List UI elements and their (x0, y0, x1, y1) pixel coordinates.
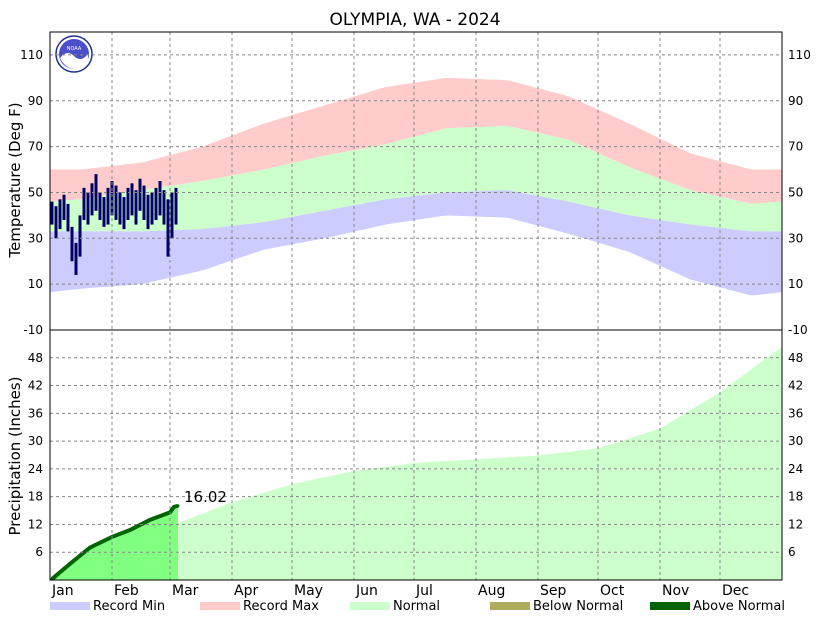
precip-tick-right: 12 (788, 517, 803, 531)
legend-label: Normal (393, 599, 440, 614)
record-min-band (50, 190, 782, 296)
above-normal-edge (50, 503, 179, 581)
precip-tick-left: 18 (28, 490, 43, 504)
record-max-band (50, 77, 782, 204)
month-tick-label: Nov (662, 583, 689, 599)
temp-tick-left: 10 (28, 277, 43, 291)
temp-tick-left: -10 (23, 323, 43, 337)
month-tick-label: Aug (478, 583, 505, 599)
temp-tick-right: -10 (788, 323, 808, 337)
precip-tick-right: 48 (788, 351, 803, 365)
precip-tick-left: 30 (28, 434, 43, 448)
precip-y-axis-label: Precipitation (Inches) (6, 377, 24, 536)
temp-y-axis-label: Temperature (Deg F) (6, 102, 24, 258)
axes-layer: Jan Feb Mar Apr May Jun Jul Aug Sep Oct Nov Dec -10 -… (20, 31, 811, 599)
month-tick-label: Jan (51, 583, 74, 599)
temp-tick-left: 90 (28, 94, 43, 108)
temp-tick-right: 90 (788, 94, 803, 108)
precip-tick-right: 36 (788, 406, 803, 420)
normal-precip-area (50, 346, 782, 580)
precip-total-annotation: 16.02 (184, 488, 227, 506)
legend-swatch (50, 602, 90, 610)
month-tick-label: Sep (540, 583, 567, 599)
month-tick-label: Apr (234, 583, 258, 599)
temp-tick-left: 30 (28, 231, 43, 245)
precip-tick-left: 12 (28, 517, 43, 531)
month-tick-label: May (294, 583, 323, 599)
temp-tick-right: 70 (788, 140, 803, 154)
precip-tick-right: 30 (788, 434, 803, 448)
plot-frame (49, 31, 783, 581)
legend-label: Record Min (93, 599, 165, 614)
legend-label: Above Normal (693, 599, 785, 614)
legend-swatch (350, 602, 390, 610)
month-tick-label: Feb (114, 583, 139, 599)
precipitation-panel (50, 346, 782, 581)
legend-label: Record Max (243, 599, 319, 614)
temp-tick-right: 10 (788, 277, 803, 291)
precip-tick-left: 6 (35, 545, 43, 559)
legend-swatch (650, 602, 690, 610)
month-tick-label: Jun (355, 583, 378, 599)
svg-text:NOAA: NOAA (67, 46, 82, 52)
noaa-logo: NOAA (55, 35, 93, 73)
precip-tick-left: 36 (28, 406, 43, 420)
precip-tick-right: 42 (788, 379, 803, 393)
temp-tick-right: 50 (788, 185, 803, 199)
month-tick-label: Dec (722, 583, 749, 599)
precip-tick-right: 24 (788, 462, 803, 476)
temperature-panel (50, 77, 782, 296)
precip-tick-left: 24 (28, 462, 43, 476)
temp-tick-right: 30 (788, 231, 803, 245)
month-tick-label: Mar (172, 583, 199, 599)
precip-tick-right: 18 (788, 490, 803, 504)
month-tick-label: Jul (415, 583, 433, 599)
legend-swatch (200, 602, 240, 610)
temp-tick-left: 50 (28, 185, 43, 199)
precip-tick-right: 6 (788, 545, 796, 559)
legend-label: Below Normal (533, 599, 623, 614)
legend: Record Min Record Max Normal Below Normal Ab… (50, 599, 785, 614)
legend-swatch (490, 602, 530, 610)
precip-tick-left: 42 (28, 379, 43, 393)
temp-tick-left: 70 (28, 140, 43, 154)
temp-tick-right: 110 (788, 48, 811, 62)
chart-title: OLYMPIA, WA - 2024 (329, 10, 500, 30)
month-tick-label: Oct (600, 583, 625, 599)
precip-tick-left: 48 (28, 351, 43, 365)
temp-tick-left: 110 (20, 48, 43, 62)
normal-band (50, 126, 782, 232)
